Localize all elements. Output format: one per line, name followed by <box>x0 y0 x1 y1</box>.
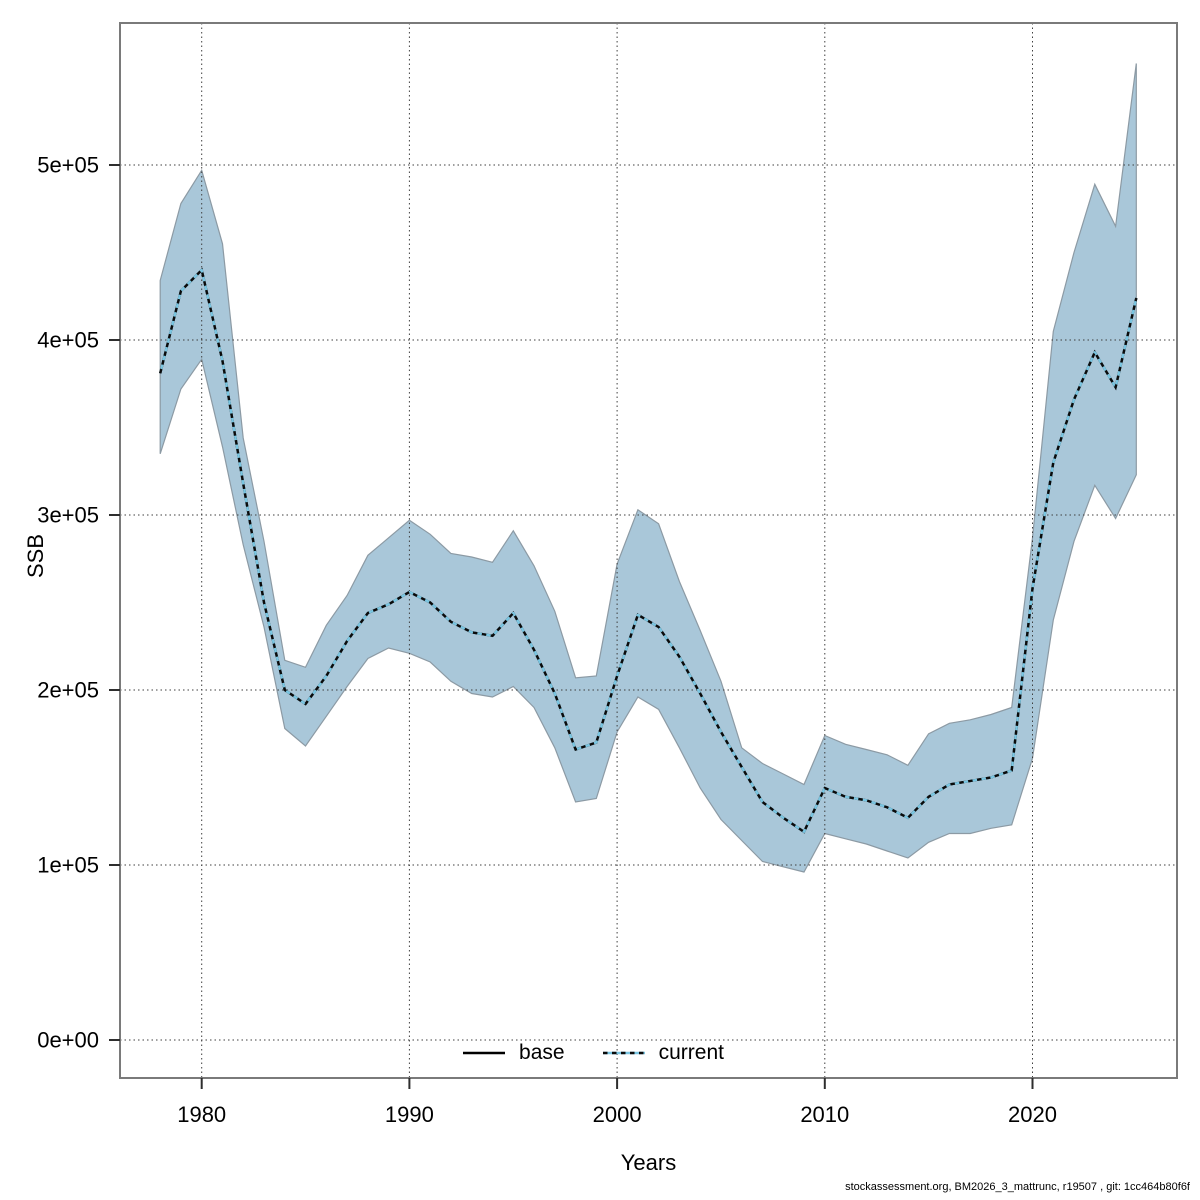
gridlines <box>120 23 1177 1078</box>
axis-labels: 1980 1990 2000 2010 2020 0e+00 1e+05 2e+05 3e+05… <box>37 153 1057 1128</box>
legend-label-base: base <box>519 1041 565 1064</box>
footer-credit: stockassessment.org, BM2026_3_mattrunc, … <box>845 1181 1190 1193</box>
axis-ticks <box>109 164 1034 1089</box>
legend-item-base: base <box>463 1041 565 1065</box>
base-line-sample-icon <box>463 1051 506 1055</box>
y-tick-label: 1e+05 <box>37 853 99 878</box>
current-line-dotted <box>159 268 1138 833</box>
x-tick-label: 2000 <box>593 1102 642 1127</box>
y-tick-label: 2e+05 <box>37 678 99 703</box>
current-line-sample-icon <box>602 1051 645 1055</box>
y-axis-title: SSB <box>23 533 48 579</box>
y-tick-label: 4e+05 <box>37 328 99 353</box>
x-tick-label: 1980 <box>177 1102 226 1127</box>
x-tick-label: 1990 <box>385 1102 434 1127</box>
legend-label-current: current <box>658 1041 724 1064</box>
y-tick-label: 0e+00 <box>37 1028 99 1053</box>
legend-item-current: current <box>602 1041 724 1065</box>
confidence-band <box>159 63 1137 873</box>
plot-border <box>119 22 1178 1079</box>
x-tick-label: 2010 <box>800 1102 849 1127</box>
y-tick-label: 5e+05 <box>37 153 99 178</box>
x-tick-label: 2020 <box>1008 1102 1057 1127</box>
y-tick-label: 3e+05 <box>37 503 99 528</box>
x-axis-title: Years <box>620 1150 677 1175</box>
legend: base current <box>65 1041 1122 1065</box>
